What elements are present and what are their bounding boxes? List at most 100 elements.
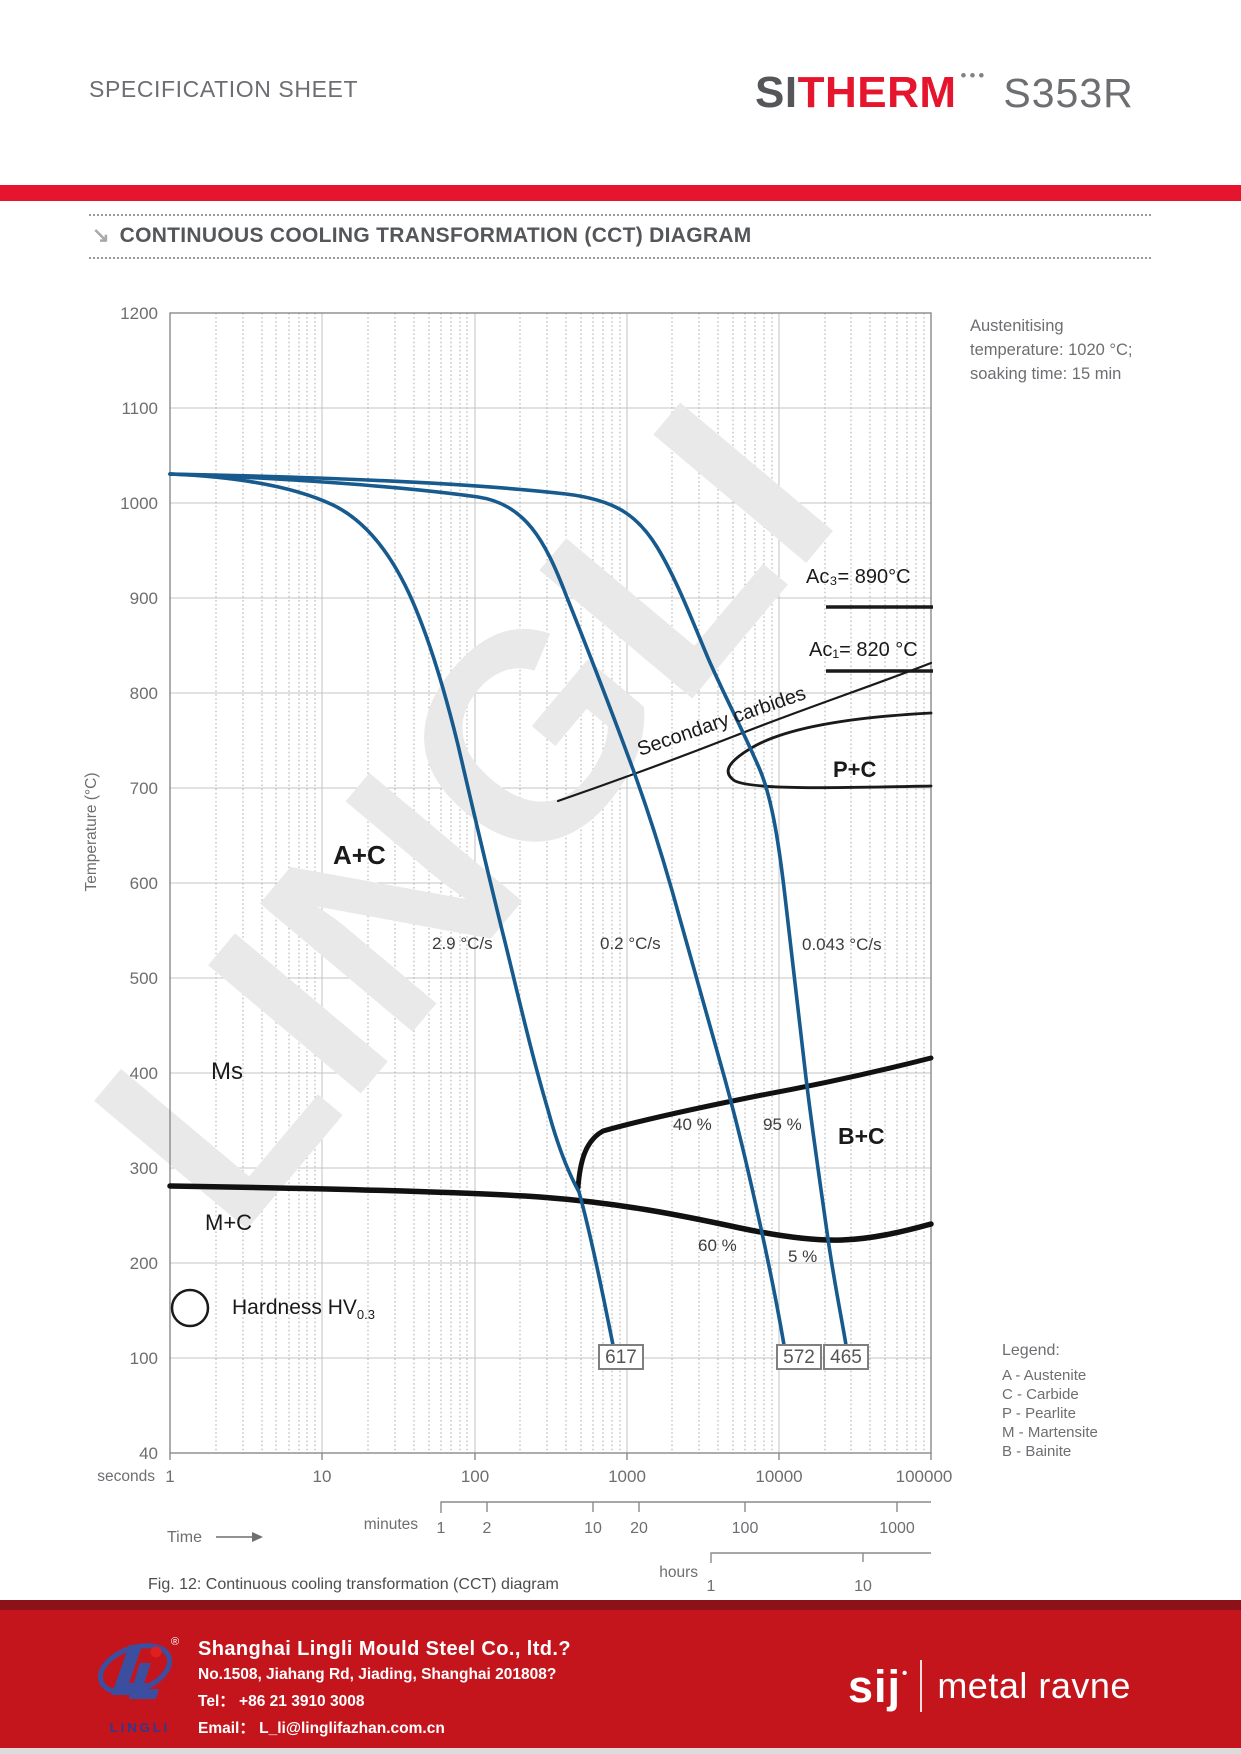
footer-light-strip — [0, 1748, 1241, 1754]
plot-border — [169, 312, 932, 1454]
secondary-carbides-line — [556, 661, 933, 803]
bainite-40pct-label: 40 % — [673, 1115, 712, 1134]
ms-label: Ms — [211, 1058, 243, 1085]
martensite-60pct-label: 60 % — [698, 1236, 737, 1255]
x-tick-10000: 10000 — [755, 1467, 802, 1486]
section-header: ↘ CONTINUOUS COOLING TRANSFORMATION (CCT… — [89, 214, 1151, 259]
company-email: Email： L_li@linglifazhan.com.cn — [198, 1720, 445, 1737]
minutes-tick-1000: 1000 — [879, 1520, 915, 1537]
x-axis-ticks — [169, 1453, 932, 1460]
austenitising-line1: Austenitising — [970, 317, 1064, 335]
y-tick-400: 400 — [130, 1064, 158, 1083]
y-tick-40: 40 — [139, 1444, 158, 1463]
legend-item-bainite: B - Bainite — [1002, 1443, 1071, 1460]
footer-company-info: Shanghai Lingli Mould Steel Co., ltd.? N… — [198, 1638, 571, 1743]
product-code: S353R — [1003, 70, 1134, 116]
metal-ravne-text: metal ravne — [937, 1665, 1131, 1706]
cooling-curve-0p2 — [168, 472, 786, 1347]
x-tick-1: 1 — [165, 1467, 174, 1486]
hours-tick-1: 1 — [707, 1578, 716, 1595]
company-address: No.1508, Jiahang Rd, Jiading, Shanghai 2… — [198, 1666, 557, 1683]
sij-dot-icon: • — [902, 1664, 909, 1682]
legend-item-martensite: M - Martensite — [1002, 1424, 1098, 1441]
martensite-5pct-label: 5 % — [788, 1247, 817, 1266]
y-tick-800: 800 — [130, 684, 158, 703]
x-tick-10: 10 — [313, 1467, 332, 1486]
y-tick-700: 700 — [130, 779, 158, 798]
section-title: CONTINUOUS COOLING TRANSFORMATION (CCT) … — [119, 223, 752, 247]
y-tick-200: 200 — [130, 1254, 158, 1273]
gridlines-vertical-major — [321, 313, 780, 1453]
y-tick-1200: 1200 — [120, 304, 158, 323]
watermark-text: LINGLI — [34, 348, 893, 1284]
lingli-logo-icon: ® — [97, 1636, 179, 1699]
y-tick-300: 300 — [130, 1159, 158, 1178]
rate-0p043-label: 0.043 °C/s — [802, 935, 882, 954]
rate-0p2-label: 0.2 °C/s — [600, 934, 661, 953]
x-tick-100: 100 — [461, 1467, 489, 1486]
lingli-logo-text: LINGLI — [109, 1720, 171, 1735]
hardness-box-617 — [598, 1344, 644, 1370]
minutes-tick-2: 2 — [483, 1520, 492, 1537]
gridlines-horizontal — [170, 407, 931, 1359]
minutes-tick-100: 100 — [732, 1520, 759, 1537]
accent-bar — [0, 185, 1241, 201]
doc-type-label: SPECIFICATION SHEET — [89, 76, 359, 102]
footer-band — [0, 1610, 1241, 1748]
x-unit-seconds: seconds — [97, 1468, 155, 1485]
y-tick-500: 500 — [130, 969, 158, 988]
hardness-circle-icon — [170, 1288, 210, 1328]
hardness-value-572: 572 — [783, 1347, 815, 1368]
bainite-95pct-label: 95 % — [763, 1115, 802, 1134]
cooling-curve-2p9 — [168, 472, 615, 1347]
y-tick-600: 600 — [130, 874, 158, 893]
arrow-southeast-icon: ↘ — [92, 224, 110, 247]
y-tick-900: 900 — [130, 589, 158, 608]
minutes-tick-1: 1 — [437, 1520, 446, 1537]
region-austenite-carbide: A+C — [333, 840, 386, 870]
bainite-start-line — [575, 1055, 934, 1191]
hardness-box-572 — [776, 1344, 822, 1370]
austenitising-line3: soaking time: 15 min — [970, 365, 1121, 383]
company-tel: Tel： +86 21 3910 3008 — [198, 1693, 365, 1710]
y-tick-100: 100 — [130, 1349, 158, 1368]
sij-metal-ravne-logo: sij• metal ravne — [848, 1660, 1131, 1712]
cooling-curve-0p043 — [168, 472, 848, 1347]
footer-dark-strip — [0, 1600, 1241, 1610]
ac1-label: Ac₁= 820 °C — [809, 639, 918, 661]
x-tick-100000: 100000 — [896, 1467, 953, 1486]
time-axis-label: Time — [167, 1529, 202, 1546]
region-bainite-carbide: B+C — [838, 1123, 885, 1149]
rate-2p9-label: 2.9 °C/s — [432, 934, 493, 953]
sij-wordmark: sij• — [848, 1664, 908, 1709]
logo-divider — [920, 1660, 923, 1712]
hours-unit-label: hours — [659, 1564, 698, 1581]
hardness-box-465 — [823, 1344, 869, 1370]
pearlite-region-line — [726, 711, 933, 790]
y-tick-1000: 1000 — [120, 494, 158, 513]
hardness-label-text: Hardness HV — [232, 1296, 357, 1319]
minutes-tick-10: 10 — [584, 1520, 602, 1537]
brand-therm: THERM — [797, 68, 957, 117]
austenitising-line2: temperature: 1020 °C; — [970, 341, 1133, 359]
hours-axis — [710, 1552, 931, 1563]
ac3-label: Ac₃= 890°C — [806, 566, 911, 588]
minutes-axis — [440, 1501, 931, 1513]
brand-logo: SITHERM ••• S353R — [755, 66, 1134, 118]
gridlines-vertical-minor — [215, 313, 925, 1453]
time-arrow-head-icon — [252, 1532, 263, 1542]
y-axis-title: Temperature (°C) — [83, 772, 100, 891]
cct-diagram: LINGLI 1200 1100 1000 900 800 700 600 50… — [34, 304, 1133, 1595]
region-martensite-carbide: M+C — [205, 1210, 252, 1235]
legend-item-carbide: C - Carbide — [1002, 1386, 1079, 1403]
region-pearlite-carbide: P+C — [833, 757, 877, 782]
legend-item-pearlite: P - Pearlite — [1002, 1405, 1076, 1422]
legend-item-austenite: A - Austenite — [1002, 1367, 1086, 1384]
x-tick-1000: 1000 — [608, 1467, 646, 1486]
brand-si: SI — [755, 68, 798, 117]
brand-dots-icon: ••• — [960, 66, 988, 85]
minutes-unit-label: minutes — [364, 1516, 419, 1533]
legend-title: Legend: — [1002, 1342, 1060, 1359]
y-tick-1100: 1100 — [121, 399, 158, 418]
